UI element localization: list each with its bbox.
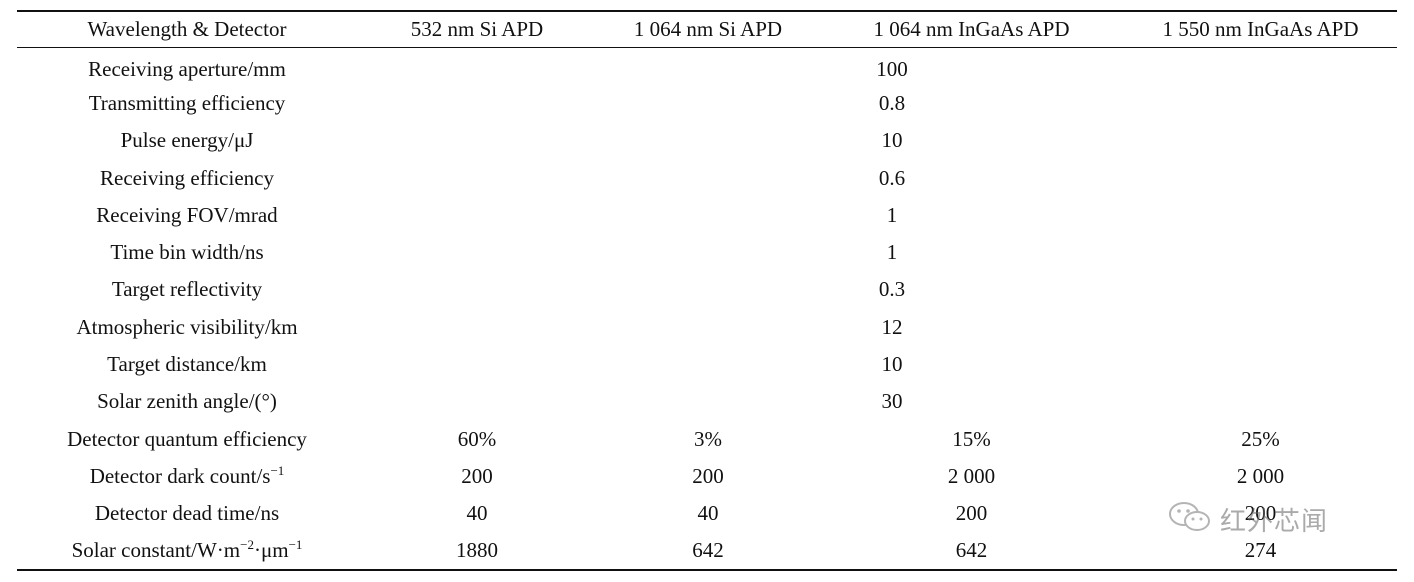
param-superscript: −2 <box>240 537 254 552</box>
header-cell: 532 nm Si APD <box>410 17 544 41</box>
value-cell: 3% <box>694 426 722 451</box>
shared-value-cell: 1 <box>886 202 898 227</box>
param-cell: Solar zenith angle/(°) <box>97 389 277 414</box>
param-label-mid: ·μm <box>253 538 289 562</box>
shared-value-cell: 0.8 <box>878 90 906 115</box>
shared-value-cell: 100 <box>876 56 908 81</box>
param-label: Solar constant/W·m <box>71 538 241 562</box>
value-cell: 15% <box>952 426 991 451</box>
param-cell: Transmitting efficiency <box>88 90 286 115</box>
value-cell: 1880 <box>456 538 498 562</box>
value-cell: 60% <box>457 426 497 451</box>
table-row: Solar constant/W·m−2·μm−1 1880 642 642 2… <box>17 532 1397 570</box>
value-cell: 40 <box>697 501 719 526</box>
table-row: Detector quantum efficiency 60% 3% 15% 2… <box>17 420 1397 457</box>
param-label: Detector dead time/ns <box>94 501 280 526</box>
param-cell: Target distance/km <box>107 352 267 377</box>
param-cell: Solar constant/W·m−2·μm−1 <box>17 532 357 569</box>
param-cell: Detector quantum efficiency <box>17 420 357 457</box>
param-cell: Receiving efficiency <box>100 165 274 190</box>
header-cell: 1 064 nm Si APD <box>633 17 783 41</box>
table-row: Time bin width/ns 1 <box>17 234 1397 271</box>
table-row: Receiving aperture/mm 100 <box>17 48 1397 85</box>
header-cell: Wavelength & Detector <box>87 17 287 41</box>
value-cell: 274 <box>1244 538 1277 562</box>
table-row: Target distance/km 10 <box>17 346 1397 383</box>
shared-value-cell: 10 <box>881 352 903 377</box>
shared-value-cell: 10 <box>881 128 903 153</box>
param-cell: Target reflectivity <box>111 277 263 302</box>
shared-value-cell: 0.6 <box>878 165 906 190</box>
param-cell: Receiving aperture/mm <box>88 56 286 81</box>
parameters-table-container: Wavelength & Detector 532 nm Si APD 1 06… <box>17 10 1397 571</box>
value-cell: 642 <box>692 538 724 562</box>
param-cell: Atmospheric visibility/km <box>76 314 298 339</box>
header-cell: 1 064 nm InGaAs APD <box>873 17 1070 41</box>
table-header-row: Wavelength & Detector 532 nm Si APD 1 06… <box>17 11 1397 48</box>
table-row: Pulse energy/μJ 10 <box>17 122 1397 159</box>
value-cell: 40 <box>466 501 488 526</box>
table-row: Transmitting efficiency 0.8 <box>17 85 1397 122</box>
shared-value-cell: 0.3 <box>878 277 906 302</box>
param-cell: Time bin width/ns <box>110 240 264 265</box>
value-cell: 642 <box>955 538 988 562</box>
shared-value-cell: 12 <box>881 314 903 339</box>
param-cell: Receiving FOV/mrad <box>96 202 278 227</box>
shared-value-cell: 30 <box>881 389 903 414</box>
param-cell: Detector dark count/s−1 <box>17 458 357 495</box>
table-row: Solar zenith angle/(°) 30 <box>17 383 1397 420</box>
shared-value-cell: 1 <box>886 240 898 265</box>
table-row: Receiving FOV/mrad 1 <box>17 197 1397 234</box>
value-cell: 2 000 <box>1236 463 1285 488</box>
table-row: Target reflectivity 0.3 <box>17 271 1397 308</box>
table-row: Detector dead time/ns 40 40 200 200 <box>17 495 1397 532</box>
param-label: Detector dark count/s <box>89 463 271 488</box>
param-cell: Detector dead time/ns <box>17 495 357 532</box>
value-cell: 200 <box>1244 501 1277 526</box>
value-cell: 200 <box>692 463 724 488</box>
table-row: Atmospheric visibility/km 12 <box>17 309 1397 346</box>
table-row: Detector dark count/s−1 200 200 2 000 2 … <box>17 458 1397 495</box>
table-row: Receiving efficiency 0.6 <box>17 159 1397 196</box>
parameters-table: Wavelength & Detector 532 nm Si APD 1 06… <box>17 10 1397 571</box>
value-cell: 200 <box>461 463 493 488</box>
value-cell: 200 <box>955 501 988 526</box>
param-cell: Pulse energy/μJ <box>120 128 254 153</box>
value-cell: 25% <box>1241 426 1280 451</box>
value-cell: 2 000 <box>947 463 996 488</box>
header-cell: 1 550 nm InGaAs APD <box>1162 17 1359 41</box>
param-superscript: −1 <box>288 537 303 552</box>
param-label: Detector quantum efficiency <box>67 426 307 451</box>
param-superscript: −1 <box>270 462 285 478</box>
